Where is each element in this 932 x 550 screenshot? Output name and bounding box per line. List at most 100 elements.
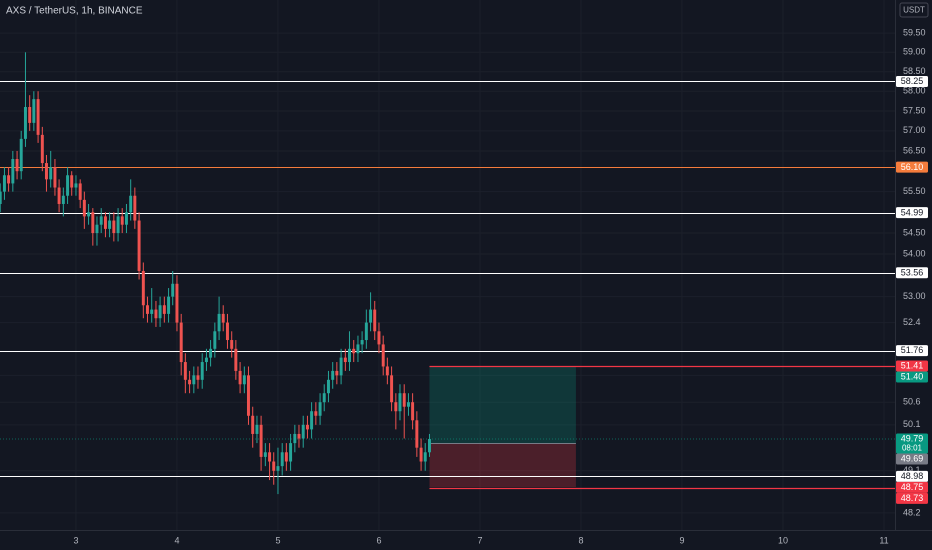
- grid: [0, 0, 895, 530]
- price-label: 58.25: [901, 76, 924, 86]
- price-label: 54.99: [901, 207, 924, 217]
- candle-body: [32, 99, 36, 123]
- candle-body: [402, 393, 406, 407]
- candle-body: [390, 375, 394, 403]
- candle-body: [171, 283, 175, 297]
- candle-body: [305, 424, 309, 430]
- loss-zone: [429, 443, 576, 488]
- price-label: 51.76: [901, 345, 924, 355]
- price-label: 48.75: [901, 482, 924, 492]
- profit-zone: [429, 366, 576, 444]
- price-axis: 59.50 59.00 58.50 58.00 57.50 57.00 56.50 55.50…: [896, 27, 928, 517]
- y-tick-label: 55.50: [903, 186, 926, 196]
- candle-body: [133, 195, 137, 221]
- candle-body: [251, 415, 255, 434]
- candle-body: [116, 216, 120, 234]
- candle-body: [87, 212, 91, 217]
- candle-body: [200, 362, 204, 380]
- candle-body: [385, 366, 389, 376]
- candle-body: [263, 452, 267, 457]
- candle-body: [19, 138, 23, 172]
- candle-body: [137, 220, 141, 271]
- candle-body: [15, 159, 19, 172]
- price-label: 53.56: [901, 267, 924, 277]
- y-tick-label: 59.00: [903, 47, 926, 57]
- candle-body: [331, 370, 335, 380]
- y-tick-label: 50.1: [903, 419, 921, 429]
- candle-body: [95, 224, 99, 234]
- candle-body: [213, 331, 217, 349]
- y-tick-label: 59.50: [903, 27, 926, 37]
- candle-body: [289, 443, 293, 462]
- candle-body: [99, 216, 103, 225]
- candle-body: [360, 340, 364, 345]
- candle-body: [158, 305, 162, 319]
- price-label: 56.10: [901, 162, 924, 172]
- price-label-box: [896, 492, 928, 504]
- price-label-box: [896, 207, 928, 219]
- candle-body: [167, 296, 171, 314]
- candle-body: [91, 212, 95, 234]
- candle-body: [377, 331, 381, 345]
- candle-body: [364, 322, 368, 341]
- plot: [0, 52, 895, 495]
- candle-body: [196, 375, 200, 380]
- price-label-box: [896, 470, 928, 482]
- y-tick-label: 58.00: [903, 86, 926, 96]
- candle-body: [40, 134, 44, 164]
- candle-body: [28, 107, 32, 123]
- candle-body: [7, 175, 11, 184]
- price-label: 49.79: [901, 434, 924, 444]
- y-tick-label: 54.00: [903, 248, 926, 258]
- candle-body: [175, 283, 179, 323]
- candle-body: [103, 216, 107, 229]
- price-label-box: [896, 433, 928, 454]
- candle-body: [162, 305, 166, 314]
- y-tick-label: 48.2: [903, 507, 921, 517]
- candle-body: [141, 270, 145, 306]
- candle-body: [53, 167, 57, 188]
- y-tick-label: 49.1: [903, 465, 921, 475]
- candle-body: [415, 420, 419, 448]
- candle-body: [297, 433, 301, 439]
- candle-body: [179, 322, 183, 363]
- candle-body: [2, 175, 6, 192]
- price-label-box: [896, 345, 928, 357]
- candle-body: [406, 402, 410, 407]
- price-label-box: [896, 360, 928, 372]
- candle-body: [268, 452, 272, 462]
- candle-body: [78, 183, 82, 200]
- candle-body: [11, 159, 15, 184]
- y-tick-label: 53.00: [903, 291, 926, 301]
- candle-body: [347, 348, 351, 363]
- candle-body: [225, 322, 229, 341]
- candle-body: [322, 393, 326, 403]
- y-tick-label: 54.50: [903, 227, 926, 237]
- candle-body: [419, 447, 423, 462]
- candle-body: [188, 379, 192, 385]
- candle-body: [74, 183, 78, 188]
- candle-body: [57, 187, 61, 204]
- y-tick-label: 57.50: [903, 105, 926, 115]
- candle-body: [209, 348, 213, 358]
- candle-body: [120, 216, 124, 225]
- y-tick-label: 50.6: [903, 397, 921, 407]
- candle-body: [112, 220, 116, 234]
- currency: USDT: [903, 6, 925, 15]
- candle-body: [150, 309, 154, 314]
- candle-body: [335, 370, 339, 376]
- candle-body: [394, 402, 398, 412]
- candle-body: [301, 424, 305, 439]
- candle-body: [280, 452, 284, 467]
- price-label: 49.69: [901, 454, 924, 464]
- currency-box[interactable]: [899, 2, 929, 18]
- candle-body: [272, 461, 276, 471]
- candle-body: [284, 452, 288, 462]
- candle-body: [246, 375, 250, 416]
- x-tick-label: 3: [73, 535, 78, 545]
- candle-body: [234, 348, 238, 371]
- price-label-box: [896, 75, 928, 87]
- candle-body: [356, 344, 360, 354]
- x-tick-label: 5: [275, 535, 280, 545]
